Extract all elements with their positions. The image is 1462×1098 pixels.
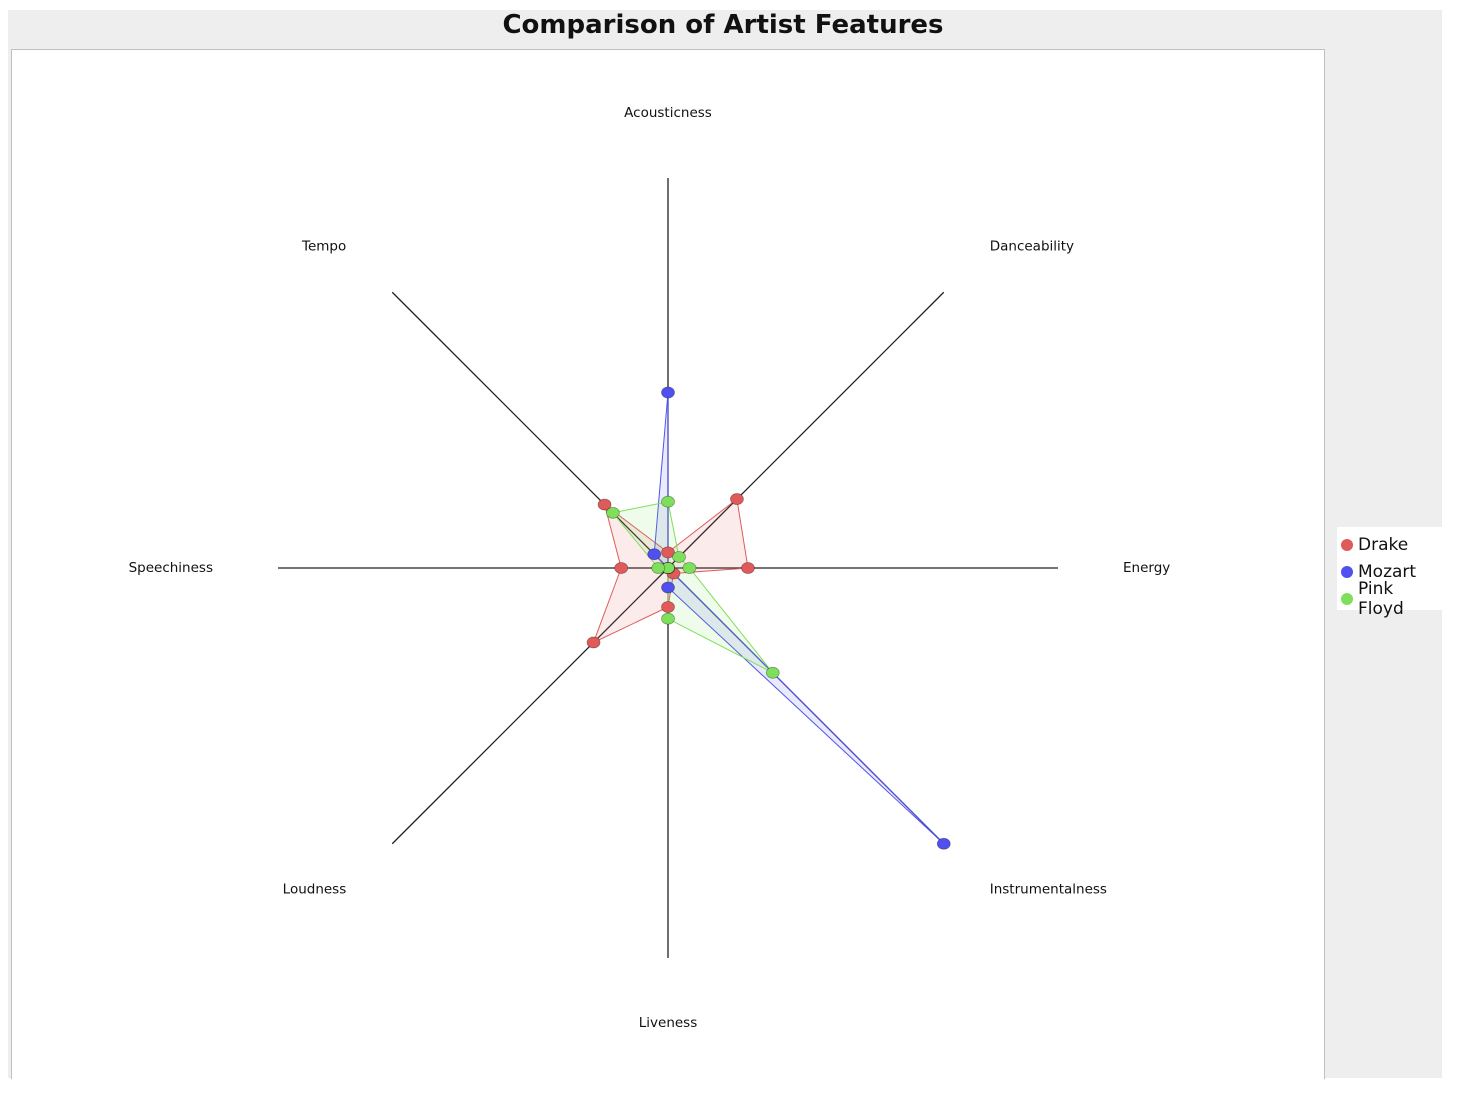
data-point-pink-floyd-acousticness xyxy=(661,495,675,508)
legend-swatch-pink-floyd xyxy=(1341,592,1353,605)
chart-title: Comparison of Artist Features xyxy=(502,10,944,40)
data-point-drake-danceability xyxy=(730,493,744,505)
data-point-mozart-acousticness xyxy=(661,386,675,399)
axis-label-acousticness: Acousticness xyxy=(624,105,712,121)
data-point-drake-acousticness xyxy=(661,546,675,559)
axis-label-liveness: Liveness xyxy=(639,1015,698,1031)
data-point-mozart-instrumentalness xyxy=(936,837,951,850)
legend-item-pink-floyd: Pink Floyd xyxy=(1341,579,1442,619)
data-point-drake-loudness xyxy=(586,636,601,649)
data-point-pink-floyd-danceability xyxy=(672,551,686,563)
axis-line-loudness xyxy=(391,567,669,845)
legend-label-mozart: Mozart xyxy=(1358,561,1417,582)
axis-label-loudness: Loudness xyxy=(283,882,347,898)
legend-label-drake: Drake xyxy=(1358,534,1409,555)
data-point-mozart-liveness xyxy=(661,581,675,594)
data-point-pink-floyd-tempo xyxy=(605,506,620,519)
axis-label-instrumentalness: Instrumentalness xyxy=(990,882,1107,898)
data-point-drake-liveness xyxy=(661,601,675,613)
data-point-mozart-tempo xyxy=(647,548,662,561)
axis-label-speechiness: Speechiness xyxy=(129,560,213,576)
data-point-pink-floyd-liveness xyxy=(661,612,675,625)
legend-swatch-mozart xyxy=(1341,565,1353,578)
legend-item-drake: Drake xyxy=(1341,531,1442,558)
data-point-drake-speechiness xyxy=(614,562,629,574)
axis-line-danceability xyxy=(667,291,945,569)
data-point-pink-floyd-speechiness xyxy=(651,562,666,574)
axis-line-tempo xyxy=(391,291,669,569)
data-point-pink-floyd-energy xyxy=(682,562,697,574)
data-point-drake-energy xyxy=(741,562,755,574)
data-point-drake-tempo xyxy=(597,498,612,511)
legend-item-mozart: Mozart xyxy=(1341,558,1442,585)
axis-label-tempo: Tempo xyxy=(301,238,346,254)
legend-swatch-drake xyxy=(1341,538,1353,551)
data-point-pink-floyd-instrumentalness xyxy=(765,666,780,679)
plot-area: Acousticness Danceability Energy Instrument… xyxy=(11,49,1325,1079)
radar-chart: Acousticness Danceability Energy Instrument… xyxy=(129,105,1171,1031)
axis-label-danceability: Danceability xyxy=(990,238,1074,254)
axis-label-energy: Energy xyxy=(1123,560,1170,576)
legend-label-pink-floyd: Pink Floyd xyxy=(1358,578,1404,619)
legend: Drake Mozart Pink Floyd xyxy=(1337,527,1442,619)
